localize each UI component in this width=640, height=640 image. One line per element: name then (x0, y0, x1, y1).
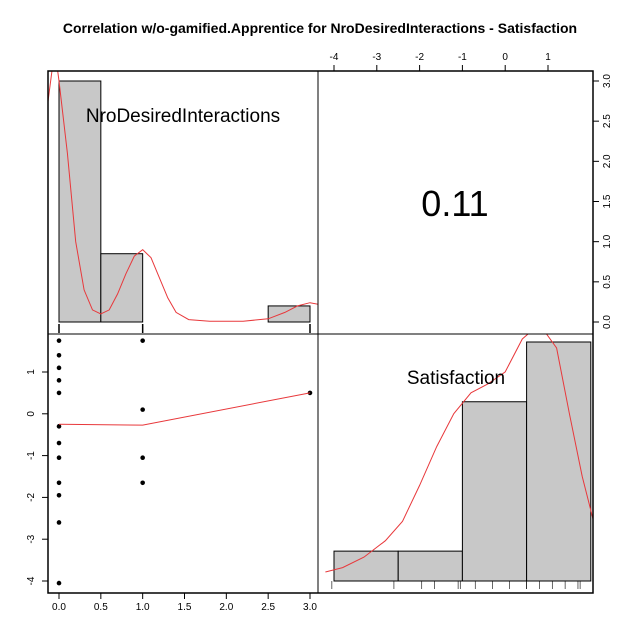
satisfaction-histogram-bar (397, 550, 463, 582)
right-axis-tick-label: 3.0 (602, 74, 613, 88)
x-axis-tick-label: 2.5 (261, 602, 275, 613)
y-axis-tick-label: 1 (26, 369, 37, 375)
nro-density-curve (48, 71, 318, 322)
scatter-point (56, 520, 62, 525)
right-axis-tick-label: 2.5 (602, 114, 613, 128)
scatter-point (56, 378, 62, 383)
nro-histogram-bar (58, 80, 102, 323)
x-axis-tick-label: 0.5 (94, 602, 108, 613)
scatter-point (56, 390, 62, 396)
x-axis-tick-label: 0.0 (52, 602, 66, 613)
y-axis-tick-label: -1 (26, 451, 37, 460)
panel-border (47, 333, 319, 594)
y-axis-tick-label: 0 (26, 411, 37, 417)
x-axis-tick-label: 1.5 (178, 602, 192, 613)
scatter-point (56, 338, 62, 343)
right-axis-tick-label: 0.0 (602, 315, 613, 329)
scatter-point (140, 338, 145, 343)
top-axis-tick-label: 1 (545, 52, 551, 63)
variable-label-nro: NroDesiredInteractions (86, 106, 280, 127)
outer-border (47, 70, 594, 594)
x-axis-tick-label: 2.0 (219, 602, 233, 613)
correlation-value: 0.11 (421, 183, 488, 224)
scatter-point (140, 407, 145, 412)
scatter-point (56, 493, 62, 498)
scatter-point (140, 455, 145, 460)
scatter-point (56, 480, 62, 486)
satisfaction-density-curve (325, 334, 593, 573)
top-axis-tick-label: -4 (330, 52, 339, 63)
right-axis-tick-label: 2.0 (602, 154, 613, 168)
right-axis-tick-label: 1.0 (602, 234, 613, 248)
nro-histogram-bar (100, 253, 144, 323)
y-axis-tick-label: -4 (26, 576, 37, 585)
top-axis-tick-label: -1 (458, 52, 467, 63)
top-axis-tick-label: -3 (372, 52, 381, 63)
satisfaction-histogram-bar (461, 401, 528, 582)
x-axis-tick-label: 1.0 (136, 602, 150, 613)
right-axis-tick-label: 0.5 (602, 274, 613, 288)
nro-histogram-bar (267, 305, 311, 323)
scatter-smooth-line (58, 392, 311, 426)
top-axis-tick-label: 0 (502, 52, 508, 63)
x-axis-tick-label: 3.0 (303, 602, 317, 613)
scatter-point (56, 365, 62, 371)
y-axis-tick-label: -3 (26, 534, 37, 543)
scatter-point (140, 480, 145, 486)
scatter-point (56, 440, 62, 446)
scatter-point (56, 352, 62, 358)
top-axis-tick-label: -2 (415, 52, 424, 63)
right-axis-tick-label: 1.5 (602, 194, 613, 208)
y-axis-tick-label: -2 (26, 493, 37, 502)
satisfaction-histogram-bar (526, 341, 592, 582)
scatter-point (56, 455, 62, 460)
scatter-point (56, 424, 62, 429)
scatter-point (56, 580, 62, 586)
variable-label-satisfaction: Satisfaction (407, 368, 505, 389)
chart-title: Correlation w/o-gamified.Apprentice for … (62, 20, 578, 36)
